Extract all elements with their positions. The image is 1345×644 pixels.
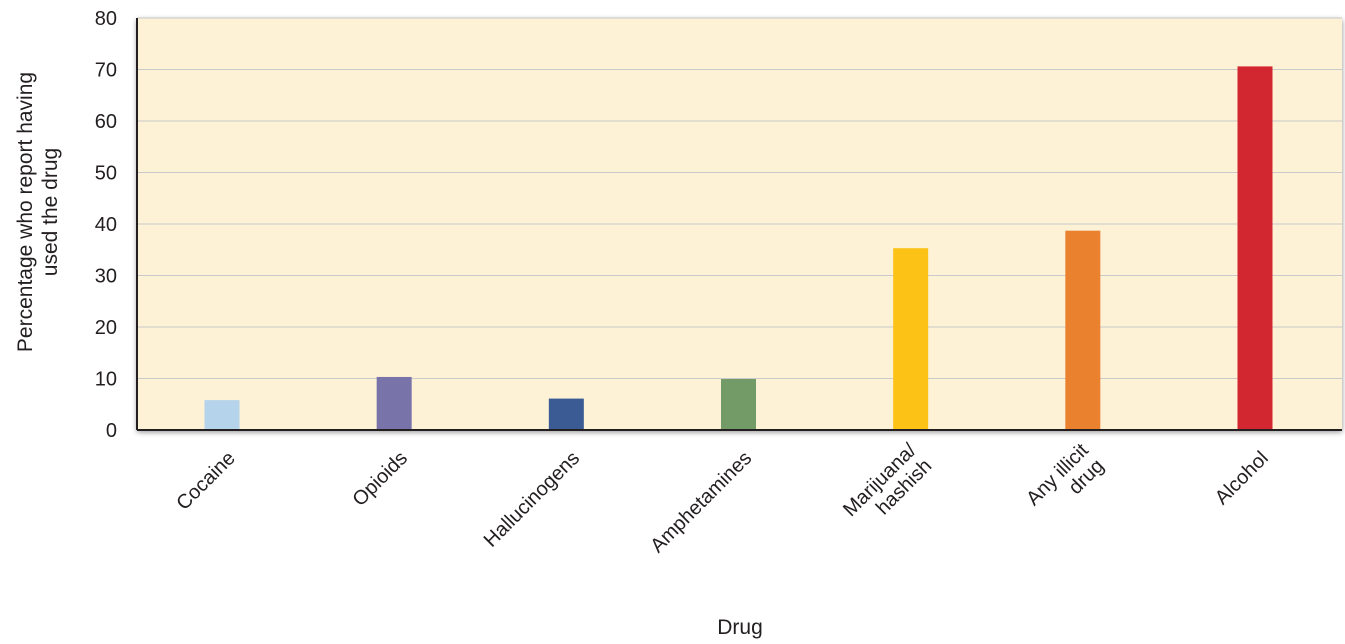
x-category-labels: Cocaine Opioids Hallucinogens Amphetamines M… [172, 439, 1272, 557]
y-tick-label: 40 [95, 214, 117, 236]
y-tick-label: 80 [95, 8, 117, 30]
x-tick-label: Hallucinogens [480, 447, 584, 551]
bar [1237, 66, 1273, 430]
x-tick-label: Amphetamines [646, 447, 756, 557]
bar [1065, 230, 1101, 430]
bar [204, 400, 240, 430]
bar [893, 248, 929, 430]
bars [204, 66, 1273, 430]
x-tick-label: Marijuana/hashish [839, 439, 936, 536]
y-tick-label: 50 [95, 163, 117, 185]
y-tick-label: 60 [95, 111, 117, 133]
gridlines [137, 17, 1342, 379]
bar [376, 376, 412, 430]
x-tick-label: Cocaine [172, 447, 239, 514]
x-tick-label: Opioids [348, 447, 412, 511]
x-tick-label: Any illicitdrug [1022, 439, 1108, 525]
bar [721, 379, 756, 430]
y-tick-label: 10 [95, 369, 117, 391]
y-tick-labels: 0 10 20 30 40 50 60 70 80 [95, 8, 117, 442]
x-tick-label: Alcohol [1211, 447, 1273, 509]
y-tick-label: 70 [95, 60, 117, 82]
y-tick-label: 0 [106, 420, 117, 442]
y-tick-label: 30 [95, 266, 117, 288]
x-axis-title: Drug [717, 616, 763, 639]
bar [548, 398, 584, 430]
y-axis-title: Percentage who report havingused the dru… [14, 72, 62, 352]
y-tick-label: 20 [95, 317, 117, 339]
